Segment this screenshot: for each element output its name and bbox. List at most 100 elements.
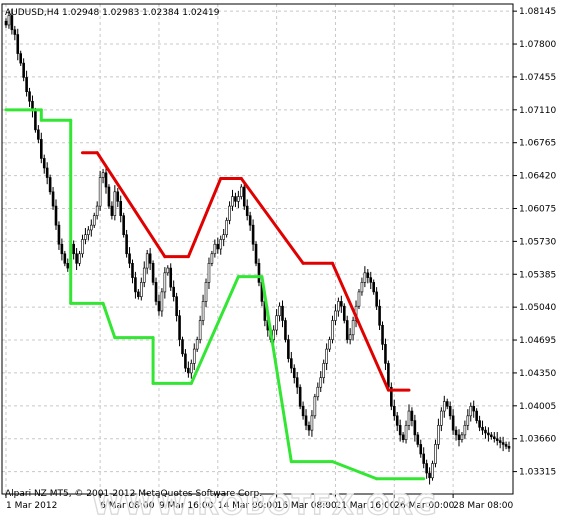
y-tick-label: 1.06420 xyxy=(519,172,556,182)
candle-body xyxy=(42,158,46,169)
candle-body xyxy=(184,353,187,369)
candle-body xyxy=(401,434,405,440)
candle-body xyxy=(72,243,75,255)
candle-body xyxy=(37,129,40,140)
candle-body xyxy=(454,429,458,436)
candle-body xyxy=(351,320,355,336)
candle-body xyxy=(290,358,293,369)
candle-body xyxy=(145,253,149,269)
watermark-text: WWW.ROBOTFX.ORG xyxy=(92,488,437,521)
candle-body xyxy=(7,15,11,26)
ohlc-values: 1.02948 1.02983 1.02384 1.02419 xyxy=(62,8,220,18)
y-tick-label: 1.07110 xyxy=(519,106,556,116)
candle-body xyxy=(66,262,70,269)
candle-body xyxy=(357,291,361,307)
candle-body xyxy=(181,339,184,355)
candle-body xyxy=(448,405,452,417)
candle-body xyxy=(178,315,181,340)
candle-body xyxy=(4,20,8,26)
candle-body xyxy=(407,410,411,426)
candle-body xyxy=(501,442,505,445)
candle-body xyxy=(319,377,323,388)
candle-body xyxy=(507,446,511,449)
support-segment-connector xyxy=(101,301,117,340)
candle-body xyxy=(310,415,314,431)
candle-body xyxy=(422,453,425,464)
x-tick-label: 21 Mar 16:00 xyxy=(335,501,395,511)
candle-body xyxy=(163,272,167,293)
candle-body xyxy=(398,425,402,436)
candle-body xyxy=(322,363,325,378)
candle-body xyxy=(192,348,196,364)
candle-body xyxy=(348,334,352,340)
support-line xyxy=(4,108,426,481)
candle-body xyxy=(328,339,331,350)
candle-body xyxy=(51,191,55,207)
candle-body xyxy=(384,344,387,364)
candle-body xyxy=(340,301,343,307)
candle-body xyxy=(304,415,308,426)
candle-body xyxy=(219,239,223,250)
x-tick-label: 6 Mar 08:00 xyxy=(100,501,155,511)
candle-body xyxy=(469,405,473,417)
support-segment-connector xyxy=(260,275,293,464)
candle-body xyxy=(487,432,490,436)
candle-body xyxy=(234,196,237,202)
candle-body xyxy=(363,272,367,283)
candle-body xyxy=(25,77,28,93)
candle-body xyxy=(216,243,220,250)
candle-body xyxy=(257,262,261,283)
x-tick-label: 28 Mar 08:00 xyxy=(453,501,513,511)
candle-body xyxy=(22,62,25,78)
y-tick-label: 1.07800 xyxy=(519,40,556,50)
watermark: WWW.ROBOTFX.ORG xyxy=(92,487,438,521)
candle-body xyxy=(116,191,120,202)
candle-body xyxy=(404,425,408,440)
y-tick-label: 1.04005 xyxy=(519,402,556,412)
candle-body xyxy=(381,324,384,345)
candle-body xyxy=(207,262,211,283)
candle-body xyxy=(210,253,214,264)
y-axis: 1.08145 1.07800 1.07455 1.07110 1.06765 1.064… xyxy=(513,7,556,478)
grid xyxy=(2,4,513,494)
candle-body xyxy=(395,415,399,426)
x-tick-label: 26 Mar 00:00 xyxy=(394,501,454,511)
candle-body xyxy=(45,167,49,178)
candle-body xyxy=(504,444,508,447)
candle-body xyxy=(122,215,125,236)
candle-body xyxy=(419,444,423,455)
candle-body xyxy=(228,205,231,221)
candle-body xyxy=(366,272,370,278)
y-tick-label: 1.04350 xyxy=(519,369,556,379)
resistance-segment-connector xyxy=(186,176,223,259)
candle-body xyxy=(75,253,78,264)
candle-body xyxy=(287,339,290,359)
candle-body xyxy=(457,434,461,440)
candle-body xyxy=(495,438,499,441)
candle-body xyxy=(78,253,81,264)
candle-body xyxy=(410,410,414,421)
candle-body xyxy=(119,201,123,216)
candle-body xyxy=(484,429,487,434)
candle-body xyxy=(284,320,287,340)
candle-body xyxy=(107,186,111,207)
y-tick-label: 1.03660 xyxy=(519,435,556,445)
candle-body xyxy=(98,177,102,207)
candle-body xyxy=(342,305,346,321)
candle-body xyxy=(154,282,158,302)
candle-body xyxy=(213,243,217,255)
candle-body xyxy=(316,386,320,398)
candle-body xyxy=(240,186,243,197)
candle-body xyxy=(295,377,299,388)
candle-body xyxy=(278,305,281,317)
candle-body xyxy=(331,320,334,340)
candle-body xyxy=(57,224,61,245)
candle-body xyxy=(157,301,161,312)
candle-body xyxy=(334,310,337,321)
candle-body xyxy=(307,425,311,431)
candle-body xyxy=(275,315,278,331)
candle-body xyxy=(142,267,146,283)
